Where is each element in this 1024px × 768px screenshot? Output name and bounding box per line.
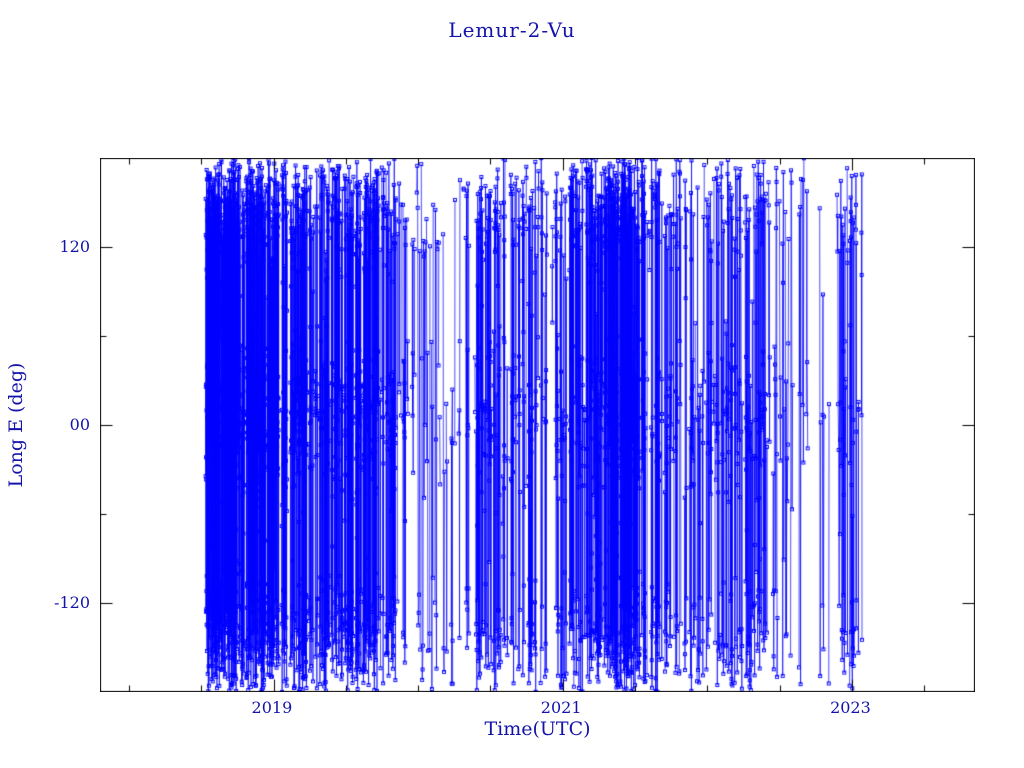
y-tick-label: 00 [69, 415, 90, 434]
plot-canvas [100, 158, 975, 692]
chart-title: Lemur-2-Vu [448, 18, 576, 42]
x-axis-label: Time(UTC) [484, 718, 591, 740]
x-tick-label: 2023 [830, 698, 871, 717]
y-axis-label: Long E (deg) [5, 362, 27, 488]
y-tick-label: 120 [59, 237, 90, 256]
x-tick-label: 2019 [251, 698, 293, 717]
y-tick-label: -120 [54, 593, 90, 612]
x-tick-label: 2021 [540, 698, 582, 717]
